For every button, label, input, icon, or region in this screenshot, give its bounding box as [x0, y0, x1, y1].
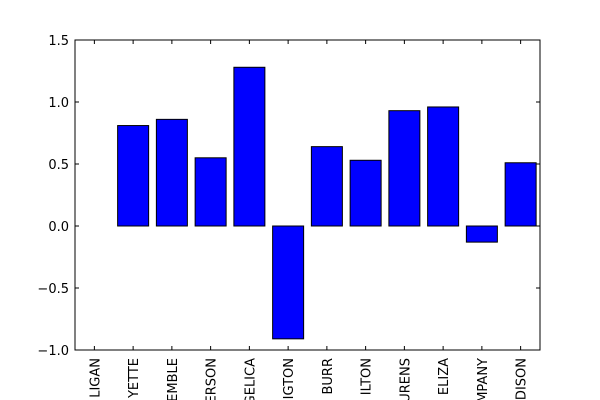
bars-layer — [117, 66, 537, 340]
x-tick-label: IGTON — [282, 358, 297, 399]
x-tick-label: ELIZA — [437, 358, 452, 395]
bar-yette — [117, 125, 150, 227]
x-tick-label: ILTON — [360, 358, 375, 395]
bar-igton — [272, 225, 305, 340]
y-tick-label: 0.0 — [48, 220, 69, 235]
x-tick-label: EMBLE — [166, 358, 181, 400]
bar-eliza — [427, 106, 460, 227]
y-tick-label: 1.5 — [48, 34, 69, 49]
bar-ilton — [349, 159, 382, 227]
x-tick-label: ERSON — [205, 358, 220, 400]
x-tick-label: YETTE — [127, 358, 142, 399]
y-tick-label: 0.5 — [48, 158, 69, 173]
bar-gelica — [233, 66, 266, 227]
x-tick-label: DISON — [515, 358, 530, 400]
x-tick-label: GELICA — [243, 358, 258, 400]
bar-urens — [388, 110, 421, 227]
bar-erson — [194, 157, 227, 227]
bar-emble — [155, 118, 188, 227]
y-tick-label: 1.0 — [48, 96, 69, 111]
bar-mpany — [465, 225, 498, 243]
y-tick-label: −0.5 — [37, 282, 69, 297]
x-tick-label: MPANY — [476, 358, 491, 400]
bar-burr — [310, 146, 343, 227]
ticks-layer: −1.0 −0.5 0.0 0.5 1.0 1.5 LIGAN YETTE EMBLE ERSON… — [37, 34, 540, 400]
x-tick-label: URENS — [398, 358, 413, 400]
y-tick-label: −1.0 — [37, 344, 69, 359]
x-tick-label: LIGAN — [88, 358, 103, 398]
bar-dison — [504, 162, 537, 227]
x-tick-label: BURR — [321, 358, 336, 395]
plot-frame — [74, 39, 541, 351]
